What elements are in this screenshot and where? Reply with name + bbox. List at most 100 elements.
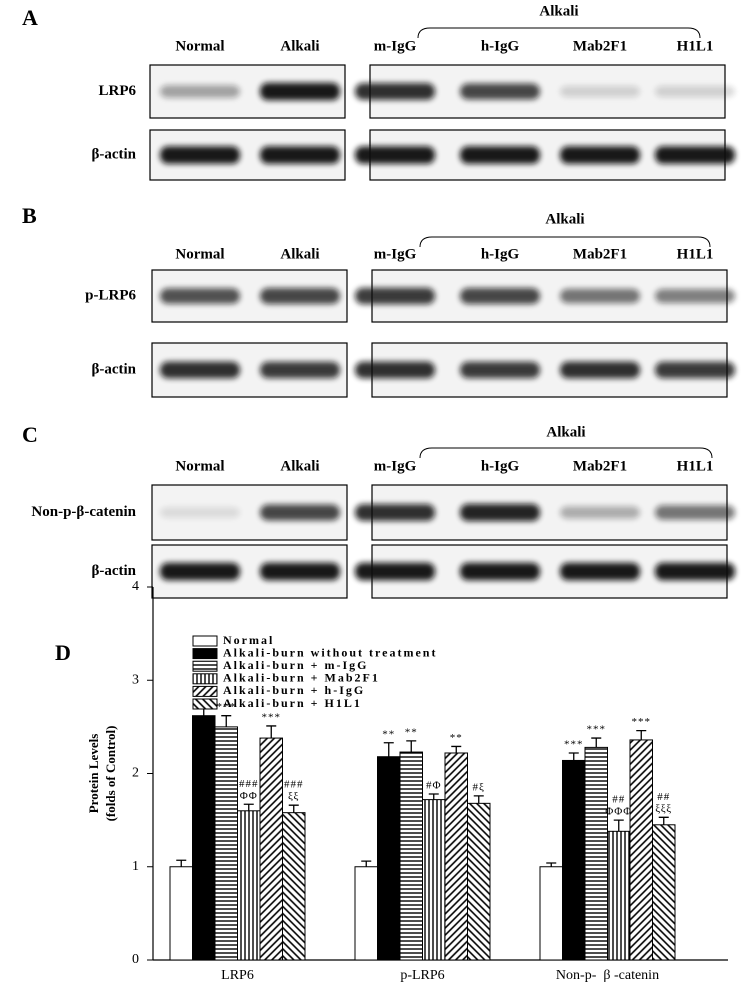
significance-mark: ΦΦΦ xyxy=(605,806,632,818)
blot-band xyxy=(460,83,540,100)
y-tick-label: 3 xyxy=(132,672,139,687)
bar xyxy=(607,830,631,961)
blot-band xyxy=(160,146,240,164)
error-bar xyxy=(406,740,417,753)
row-label: β-actin xyxy=(91,563,136,579)
error-bar xyxy=(451,745,462,753)
lane-label: Normal xyxy=(175,458,224,474)
lane-label: Alkali xyxy=(280,246,319,262)
x-tick-label: LRP6 xyxy=(221,968,254,983)
significance-mark: *** xyxy=(564,739,584,751)
blot-band xyxy=(160,288,240,304)
blot-band xyxy=(355,504,435,521)
legend-label: Alkali-burn + h-IgG xyxy=(223,683,365,697)
blot-band xyxy=(160,562,240,581)
blot-band xyxy=(560,288,640,304)
significance-mark: ** xyxy=(450,732,463,744)
blot-band xyxy=(260,504,340,521)
group-label: Alkali xyxy=(546,424,585,440)
group-label: Alkali xyxy=(545,211,584,227)
blot-band xyxy=(560,361,640,379)
significance-mark: *** xyxy=(217,701,237,713)
blot-band xyxy=(560,146,640,164)
blot-band xyxy=(460,361,540,379)
bar xyxy=(214,726,238,961)
significance-mark: ** xyxy=(382,728,395,740)
group-bracket xyxy=(419,236,711,248)
lane-label: H1L1 xyxy=(677,246,714,262)
row-label: Non-p-β-catenin xyxy=(31,504,136,520)
error-bar xyxy=(658,816,669,825)
error-bar xyxy=(636,729,647,740)
row-label: β-actin xyxy=(91,146,136,162)
y-axis-label: Protein Levels xyxy=(86,734,101,814)
bar xyxy=(562,759,586,961)
bar xyxy=(377,756,401,961)
blot-band xyxy=(560,85,640,98)
blot-band xyxy=(160,85,240,98)
significance-mark: ** xyxy=(405,726,418,738)
legend-label: Alkali-burn + H1L1 xyxy=(223,696,362,710)
significance-mark: #ξ xyxy=(473,781,485,793)
row-label: p-LRP6 xyxy=(85,287,136,303)
blot-band xyxy=(260,146,340,164)
lane-label: Mab2F1 xyxy=(573,246,627,262)
lane-label: Alkali xyxy=(280,38,319,54)
error-bar xyxy=(591,737,602,748)
significance-mark: ### xyxy=(284,779,304,791)
blot-band xyxy=(160,507,240,518)
blot-band xyxy=(655,361,735,379)
bar xyxy=(422,799,446,961)
lane-label: Alkali xyxy=(280,458,319,474)
legend-swatch xyxy=(192,685,218,697)
bar xyxy=(192,715,216,961)
panel-label: B xyxy=(22,203,37,228)
significance-mark: ### xyxy=(239,778,259,790)
blot-band xyxy=(655,505,735,520)
legend-label: Normal xyxy=(223,633,274,647)
bar xyxy=(237,810,261,961)
bar xyxy=(282,812,306,961)
blot-band xyxy=(355,83,435,100)
y-tick-label: 0 xyxy=(132,952,139,967)
legend-label: Alkali-burn without treatment xyxy=(223,645,437,659)
legend-swatch xyxy=(192,660,218,672)
bar-chart: D Protein Levels (folds of Control) 0 1 2 3 4 LR… xyxy=(55,579,728,983)
legend-swatch xyxy=(192,648,218,660)
bar xyxy=(169,866,193,961)
bar xyxy=(584,746,608,961)
legend-swatch xyxy=(192,673,218,685)
blot-band xyxy=(355,361,435,379)
lane-label: Mab2F1 xyxy=(573,38,627,54)
blot-panels: A Alkali Normal Alkali m-IgG h-IgG Mab2F1 H1L1 L… xyxy=(22,3,735,599)
error-bar xyxy=(243,803,254,811)
blot-band xyxy=(655,85,735,98)
lane-label: Normal xyxy=(175,246,224,262)
significance-mark: #Φ xyxy=(426,780,442,792)
blot-band xyxy=(260,562,340,581)
error-bar xyxy=(288,804,299,813)
group-label: Alkali xyxy=(539,3,578,19)
significance-mark: *** xyxy=(587,724,607,736)
blot-band xyxy=(260,82,340,101)
lane-label: h-IgG xyxy=(481,38,520,54)
lane-label: h-IgG xyxy=(481,246,520,262)
error-bar xyxy=(428,793,439,800)
x-tick-label: Non-p- β -catenin xyxy=(556,968,659,983)
significance-mark: ## xyxy=(612,794,625,806)
error-bar xyxy=(613,819,624,832)
blot-band xyxy=(460,288,540,304)
bar xyxy=(539,866,563,961)
lane-label: Normal xyxy=(175,38,224,54)
significance-mark: ΦΦ xyxy=(240,790,258,802)
legend-label: Alkali-burn + Mab2F1 xyxy=(223,671,380,685)
blot-band xyxy=(460,146,540,164)
lane-label: Mab2F1 xyxy=(573,458,627,474)
x-tick-label: p-LRP6 xyxy=(400,968,444,983)
blot-band xyxy=(260,361,340,379)
error-bar xyxy=(546,862,557,867)
blot-band xyxy=(655,562,735,581)
significance-mark: ξξ xyxy=(288,791,299,803)
panel-label: D xyxy=(55,640,71,665)
